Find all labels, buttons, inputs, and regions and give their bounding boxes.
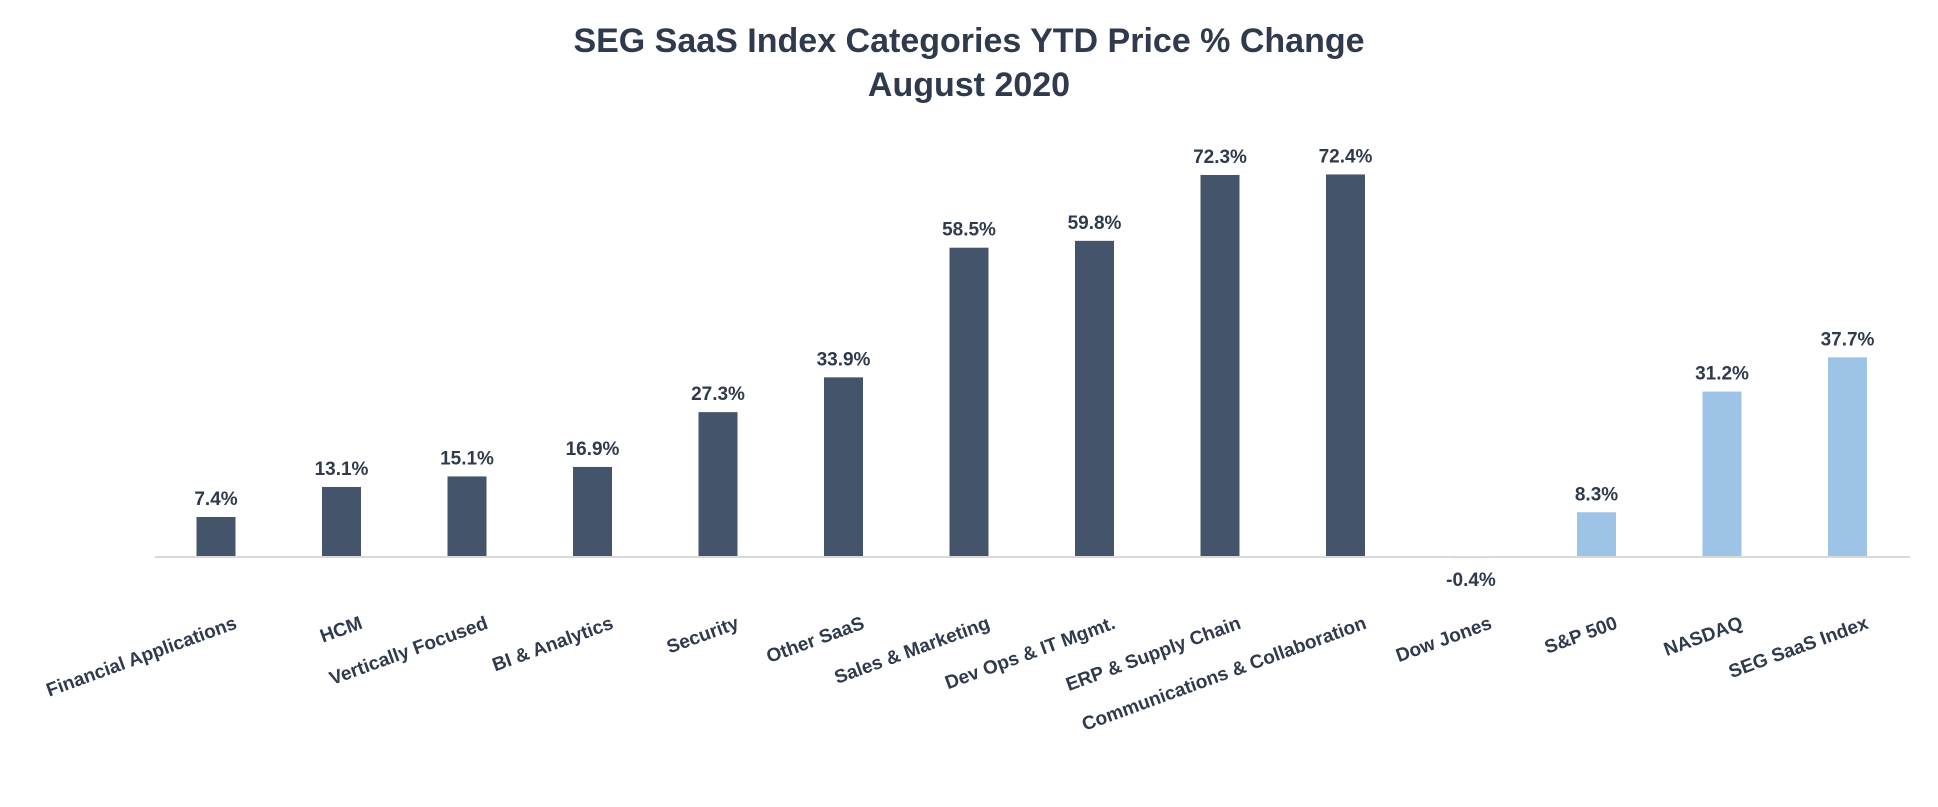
chart-title: SEG SaaS Index Categories YTD Price % Ch… <box>573 22 1364 60</box>
data-label: 33.9% <box>817 349 871 370</box>
x-tick-label: HCM <box>317 613 365 648</box>
bar <box>824 377 863 556</box>
bars-group <box>196 174 1867 559</box>
data-label: 58.5% <box>942 220 996 241</box>
x-tick-label: Dow Jones <box>1393 613 1494 667</box>
bar <box>322 486 361 556</box>
data-label: 59.8% <box>1068 213 1122 234</box>
data-label: 8.3% <box>1575 484 1618 505</box>
data-label: 7.4% <box>194 489 237 510</box>
data-label: 13.1% <box>315 459 369 480</box>
data-labels-group: 7.4% 13.1% 15.1% 16.9% 27.3% 33.9% 58.5% 59.8% 7… <box>194 146 1874 591</box>
x-tick-label: NASDAQ <box>1661 613 1746 661</box>
data-label: 72.4% <box>1319 146 1373 167</box>
bar <box>1577 512 1616 556</box>
chart-subtitle: August 2020 <box>868 66 1070 104</box>
data-label: 31.2% <box>1695 364 1749 385</box>
x-tick-label: S&P 500 <box>1542 613 1620 659</box>
bar <box>573 466 612 556</box>
bar <box>1326 174 1365 556</box>
bar <box>1075 240 1114 556</box>
data-label: 16.9% <box>566 439 620 460</box>
bar <box>447 476 487 556</box>
bar <box>1200 174 1240 556</box>
bar <box>698 412 738 556</box>
data-label: 27.3% <box>691 384 745 405</box>
x-tick-label: Financial Applications <box>44 613 240 701</box>
bar <box>1828 357 1867 556</box>
x-tick-label: Other SaaS <box>764 613 867 668</box>
data-label: 72.3% <box>1193 147 1247 168</box>
bar <box>1702 391 1742 556</box>
x-tick-label: SEG SaaS Index <box>1726 613 1872 683</box>
x-tick-label: Security <box>664 613 742 659</box>
data-label: -0.4% <box>1446 570 1496 591</box>
data-label: 15.1% <box>440 448 494 469</box>
bar <box>949 247 989 556</box>
x-tick-label: BI & Analytics <box>490 613 617 676</box>
bar <box>196 517 236 556</box>
data-label: 37.7% <box>1821 329 1875 350</box>
